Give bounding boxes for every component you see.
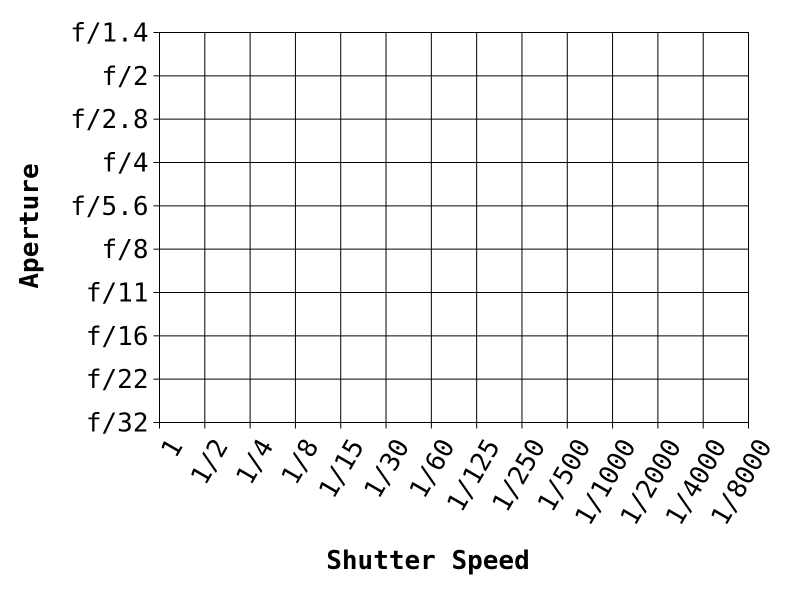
x-tick-label: 1 bbox=[156, 434, 190, 463]
grid bbox=[153, 32, 749, 429]
y-tick-label: f/5.6 bbox=[70, 192, 148, 222]
y-tick-label: f/16 bbox=[86, 322, 149, 352]
y-tick-label: f/1.4 bbox=[70, 19, 148, 49]
y-tick-label: f/2 bbox=[102, 62, 149, 92]
x-axis-title: Shutter Speed bbox=[326, 546, 530, 576]
x-axis-tick-labels: 11/21/41/81/151/301/601/1251/2501/5001/1… bbox=[156, 434, 779, 530]
plot-frame bbox=[159, 32, 749, 423]
x-tick-label: 1/15 bbox=[313, 434, 370, 503]
y-tick-label: f/22 bbox=[86, 365, 149, 395]
y-tick-label: f/4 bbox=[102, 149, 149, 179]
x-tick-label: 1/4 bbox=[231, 434, 280, 490]
x-tick-label: 1/30 bbox=[359, 434, 416, 503]
y-tick-label: f/2.8 bbox=[70, 105, 148, 135]
y-tick-label: f/32 bbox=[86, 409, 149, 439]
y-tick-label: f/11 bbox=[86, 279, 149, 309]
x-tick-label: 1/2 bbox=[185, 434, 234, 490]
y-tick-label: f/8 bbox=[102, 235, 149, 265]
y-axis-tick-labels: f/1.4 f/2 f/2.8 f/4 f/5.6 f/8 f/11 f/16 f/22 f/32 bbox=[70, 19, 148, 439]
y-axis-title: Aperture bbox=[15, 163, 45, 288]
